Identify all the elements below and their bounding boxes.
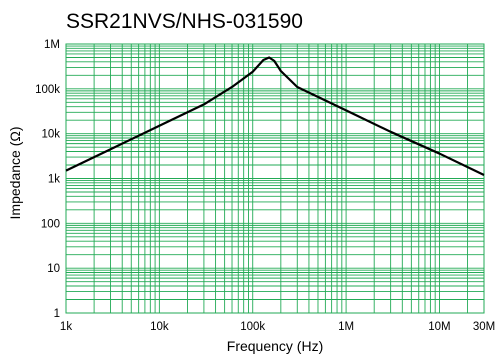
x-tick-label: 1k: [60, 321, 72, 333]
y-tick-label: 10: [47, 263, 60, 275]
y-tick-label: 1k: [48, 174, 60, 186]
y-tick-label: 10k: [41, 129, 60, 141]
y-axis-label: Impedance (Ω): [7, 127, 23, 220]
impedance-curve: [65, 56, 485, 176]
x-tick-label: 10M: [428, 321, 450, 333]
y-tick-label: 100: [41, 218, 60, 230]
x-tick-label: 100k: [240, 321, 265, 333]
y-tick-label: 100k: [35, 84, 60, 96]
plot-frame: [65, 43, 485, 314]
y-axis-tick-labels: 1 10 100 1k 10k 100k 1M: [35, 39, 60, 320]
x-tick-label: 10k: [150, 321, 169, 333]
chart-grid: [65, 43, 485, 314]
y-tick-label: 1: [54, 308, 60, 320]
chart-title: SSR21NVS/NHS-031590: [66, 10, 303, 33]
x-axis-label: Frequency (Hz): [227, 338, 323, 354]
x-tick-label: 30M: [473, 321, 495, 333]
y-tick-label: 1M: [44, 39, 60, 51]
x-axis-tick-labels: 1k 10k 100k 1M 10M 30M: [60, 321, 495, 333]
x-tick-label: 1M: [338, 321, 354, 333]
